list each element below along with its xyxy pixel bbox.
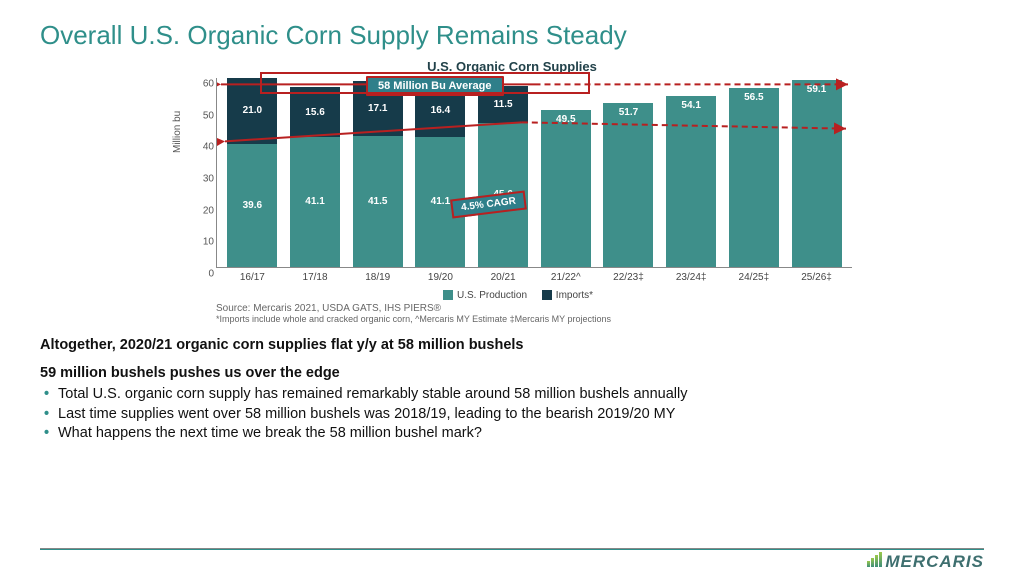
x-tick: 17/18 <box>290 272 340 283</box>
chart-footnote: *Imports include whole and cracked organ… <box>216 314 852 324</box>
y-tick: 50 <box>203 110 214 121</box>
slide-title: Overall U.S. Organic Corn Supply Remains… <box>40 20 984 51</box>
bullet-item: Last time supplies went over 58 million … <box>58 405 984 425</box>
footer-divider <box>40 548 984 550</box>
x-tick: 24/25‡ <box>729 272 779 283</box>
bar-segment-production: 39.6 <box>227 144 277 268</box>
bullet-item: What happens the next time we break the … <box>58 424 984 444</box>
bar-segment-imports: 21.0 <box>227 78 277 144</box>
bar-group: 49.5 <box>541 78 591 267</box>
bullet-item: Total U.S. organic corn supply has remai… <box>58 385 984 405</box>
bar-group: 17.141.5 <box>353 78 403 267</box>
chart-plot: Million bu 0102030405060 21.039.615.641.… <box>216 78 852 268</box>
bars-container: 21.039.6 15.641.1 17.141.516.441.1 11.545.6… <box>217 78 852 267</box>
x-axis: 16/17 17/18 18/19 19/20 20/21 21/22^ 22/23‡ 23/… <box>217 272 852 283</box>
slide: Overall U.S. Organic Corn Supply Remains… <box>0 0 1024 576</box>
x-tick: 22/23‡ <box>603 272 653 283</box>
y-axis-label: Million bu <box>172 111 183 153</box>
avg-badge: 58 Million Bu Average <box>366 76 504 96</box>
logo-text: MERCARIS <box>885 552 984 571</box>
bullet-list: Total U.S. organic corn supply has remai… <box>40 385 984 444</box>
x-tick: 18/19 <box>353 272 403 283</box>
x-tick: 16/17 <box>227 272 277 283</box>
y-tick: 20 <box>203 205 214 216</box>
logo-bars-icon <box>867 552 883 572</box>
bar-segment-imports: 15.6 <box>290 87 340 136</box>
plot-area: 21.039.6 15.641.1 17.141.516.441.1 11.545.6… <box>216 78 852 268</box>
x-tick: 20/21 <box>478 272 528 283</box>
legend-label-imports: Imports* <box>556 290 593 301</box>
bar-segment-production: 59.1 <box>792 80 842 267</box>
bar-segment-production: 56.5 <box>729 88 779 267</box>
mercaris-logo: MERCARIS <box>867 552 984 572</box>
x-tick: 21/22^ <box>541 272 591 283</box>
chart: U.S. Organic Corn Supplies Million bu 01… <box>172 59 852 324</box>
y-tick: 60 <box>203 79 214 90</box>
bar-segment-production: 41.5 <box>353 136 403 267</box>
bar-group: 56.5 <box>729 78 779 267</box>
bar-segment-production: 51.7 <box>603 103 653 267</box>
body-line-2: 59 million bushels pushes us over the ed… <box>40 364 984 384</box>
bar-group: 11.545.6 <box>478 78 528 267</box>
bar-group: 54.1 <box>666 78 716 267</box>
x-tick: 23/24‡ <box>666 272 716 283</box>
y-tick: 10 <box>203 237 214 248</box>
bar-group: 16.441.1 <box>415 78 465 267</box>
y-tick: 30 <box>203 174 214 185</box>
y-tick: 40 <box>203 142 214 153</box>
body-line-1: Altogether, 2020/21 organic corn supplie… <box>40 336 984 356</box>
bar-segment-production: 54.1 <box>666 96 716 267</box>
y-axis: 0102030405060 <box>186 78 216 268</box>
bar-group: 51.7 <box>603 78 653 267</box>
bar-group: 15.641.1 <box>290 78 340 267</box>
chart-title: U.S. Organic Corn Supplies <box>172 59 852 74</box>
x-tick: 19/20 <box>415 272 465 283</box>
x-tick: 25/26‡ <box>792 272 842 283</box>
bar-segment-production: 49.5 <box>541 110 591 267</box>
bar-group: 59.1 <box>792 78 842 267</box>
legend-label-production: U.S. Production <box>457 290 527 301</box>
body-text: Altogether, 2020/21 organic corn supplie… <box>40 336 984 444</box>
chart-source: Source: Mercaris 2021, USDA GATS, IHS PI… <box>216 303 852 314</box>
legend-swatch-production <box>443 290 453 300</box>
bar-segment-production: 41.1 <box>290 137 340 267</box>
legend-swatch-imports <box>542 290 552 300</box>
bar-group: 21.039.6 <box>227 78 277 267</box>
chart-legend: U.S. Production Imports* <box>172 290 852 301</box>
y-tick: 0 <box>208 269 214 280</box>
